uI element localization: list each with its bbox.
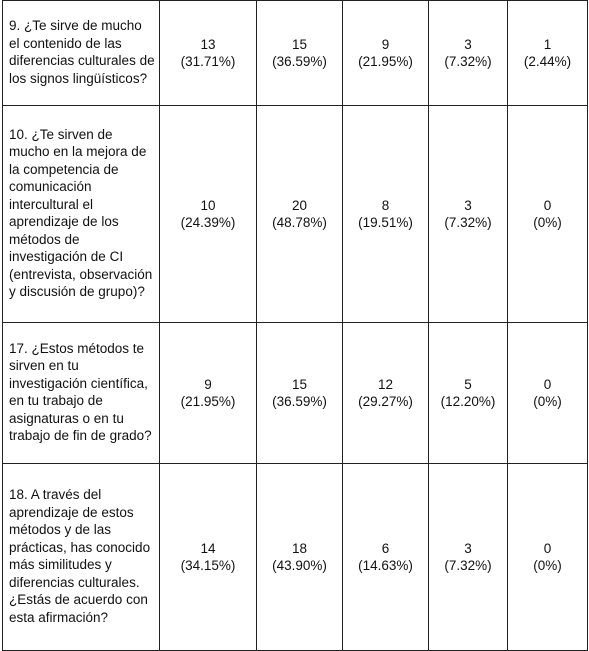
response-count: 8 [381, 198, 390, 213]
response-cell: 0 (0%) [507, 105, 588, 323]
response-count: 9 [204, 377, 212, 392]
response-percent: (12.20%) [440, 394, 496, 409]
response-percent: (29.27%) [358, 394, 413, 409]
table-row: 17. ¿Estos métodos te sirven en tu inves… [2, 322, 588, 464]
table-row: 18. A través del aprendizaje de estos mé… [2, 463, 588, 651]
response-count: 18 [291, 541, 308, 556]
response-percent: (0%) [533, 558, 562, 573]
response-percent: (36.59%) [272, 394, 327, 409]
response-cell: 18 (43.90%) [256, 463, 343, 651]
response-percent: (21.95%) [358, 54, 413, 69]
table-row: 9. ¿Te sirve de mucho el contenido de la… [2, 0, 588, 106]
response-percent: (24.39%) [180, 215, 236, 230]
response-count: 5 [464, 377, 472, 392]
response-count: 15 [291, 377, 308, 392]
response-percent: (43.90%) [272, 558, 327, 573]
response-percent: (19.51%) [358, 215, 413, 230]
response-percent: (14.63%) [358, 558, 413, 573]
response-cell: 0 (0%) [507, 322, 588, 464]
response-cell: 8 (19.51%) [342, 105, 429, 323]
response-count: 3 [464, 37, 472, 52]
response-cell: 9 (21.95%) [159, 322, 257, 464]
response-count: 20 [291, 198, 308, 213]
response-cell: 14 (34.15%) [159, 463, 257, 651]
response-count: 15 [291, 37, 308, 52]
response-cell: 0 (0%) [507, 463, 588, 651]
response-percent: (36.59%) [272, 54, 327, 69]
response-cell: 1 (2.44%) [507, 0, 588, 106]
response-cell: 9 (21.95%) [342, 0, 429, 106]
question-cell: 10. ¿Te sirven de mucho en la mejora de … [2, 105, 160, 323]
response-percent: (7.32%) [444, 558, 492, 573]
response-count: 12 [377, 377, 394, 392]
response-count: 9 [381, 37, 390, 52]
response-percent: (34.15%) [180, 558, 236, 573]
question-cell: 17. ¿Estos métodos te sirven en tu inves… [2, 322, 160, 464]
response-cell: 3 (7.32%) [428, 463, 508, 651]
response-count: 3 [464, 198, 472, 213]
response-count: 0 [543, 198, 552, 213]
response-cell: 15 (36.59%) [256, 322, 343, 464]
response-percent: (7.32%) [444, 215, 492, 230]
response-cell: 15 (36.59%) [256, 0, 343, 106]
response-percent: (31.71%) [180, 54, 236, 69]
response-count: 14 [200, 541, 216, 556]
response-cell: 6 (14.63%) [342, 463, 429, 651]
response-count: 13 [200, 37, 216, 52]
response-percent: (0%) [533, 215, 562, 230]
response-cell: 20 (48.78%) [256, 105, 343, 323]
response-count: 10 [200, 198, 216, 213]
response-cell: 13 (31.71%) [159, 0, 257, 106]
response-percent: (7.32%) [444, 54, 492, 69]
response-count: 6 [381, 541, 390, 556]
response-count: 1 [543, 37, 552, 52]
response-cell: 3 (7.32%) [428, 0, 508, 106]
response-percent: (48.78%) [272, 215, 327, 230]
response-cell: 3 (7.32%) [428, 105, 508, 323]
table-row: 10. ¿Te sirven de mucho en la mejora de … [2, 105, 588, 323]
response-percent: (21.95%) [180, 394, 236, 409]
response-percent: (0%) [533, 394, 562, 409]
question-cell: 18. A través del aprendizaje de estos mé… [2, 463, 160, 651]
question-cell: 9. ¿Te sirve de mucho el contenido de la… [2, 0, 160, 106]
response-percent: (2.44%) [523, 54, 572, 69]
response-count: 0 [543, 541, 552, 556]
response-cell: 10 (24.39%) [159, 105, 257, 323]
response-cell: 12 (29.27%) [342, 322, 429, 464]
response-count: 0 [543, 377, 552, 392]
response-count: 3 [464, 541, 472, 556]
response-cell: 5 (12.20%) [428, 322, 508, 464]
